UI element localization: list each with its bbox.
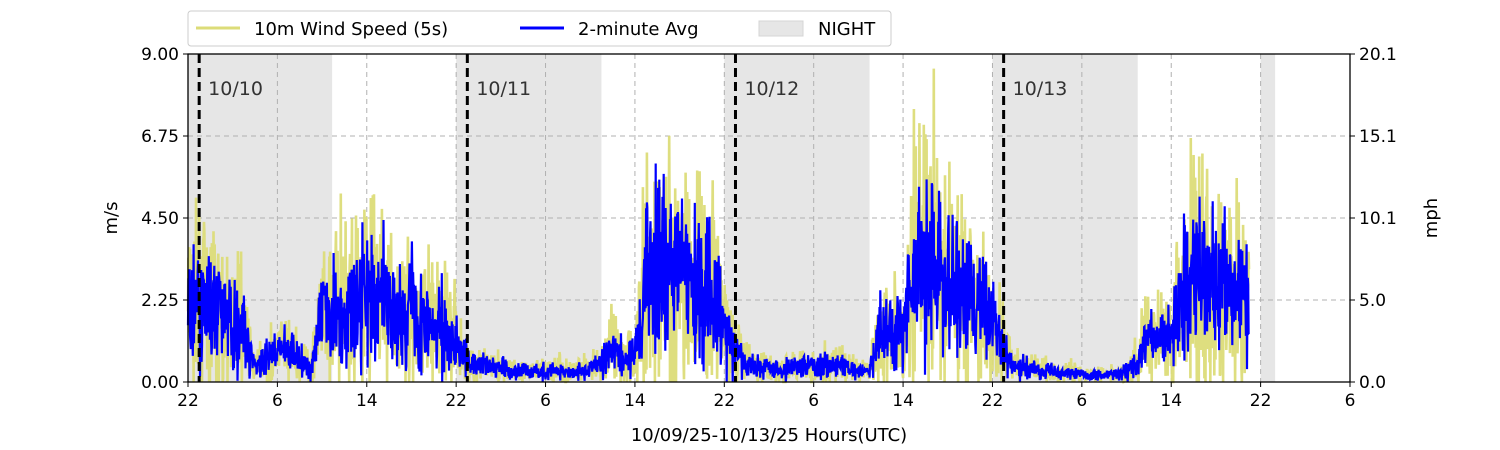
y-tick-label: 6.75 <box>141 127 179 147</box>
x-axis-label: 10/09/25-10/13/25 Hours(UTC) <box>631 425 907 446</box>
y-axis-label: m/s <box>101 202 122 235</box>
x-tick-label: 6 <box>272 391 283 411</box>
date-label: 10/10 <box>208 78 263 100</box>
x-tick-label: 22 <box>982 391 1004 411</box>
x-tick-label: 22 <box>1250 391 1272 411</box>
y-tick-label: 9.00 <box>141 45 179 65</box>
date-label: 10/12 <box>744 78 799 100</box>
y-tick-label-right: 10.1 <box>1359 209 1397 229</box>
line-2min-avg <box>186 163 1250 383</box>
x-tick-label: 6 <box>540 391 551 411</box>
y-tick-label: 2.25 <box>141 291 179 311</box>
y-tick-label-right: 5.0 <box>1359 291 1386 311</box>
axes-ticks: 22 6 14 22 6 14 22 6 14 22 6 14 22 6 0.00 0.0 2.25 5.0 4.5… <box>141 45 1397 411</box>
x-tick-label: 14 <box>1160 391 1182 411</box>
x-tick-label: 22 <box>177 391 199 411</box>
date-label: 10/13 <box>1013 78 1068 100</box>
day-markers: 10/10 10/11 10/12 10/13 <box>197 54 1068 382</box>
x-tick-label: 14 <box>624 391 646 411</box>
legend-5s-label: 10m Wind Speed (5s) <box>254 19 448 40</box>
y-tick-label-right: 0.0 <box>1359 373 1386 393</box>
x-tick-label: 22 <box>713 391 735 411</box>
legend-avg-label: 2-minute Avg <box>578 19 699 40</box>
y-tick-label-right: 15.1 <box>1359 127 1397 147</box>
x-tick-label: 6 <box>1076 391 1087 411</box>
legend-night-label: NIGHT <box>818 19 876 40</box>
x-tick-label: 22 <box>445 391 467 411</box>
y-tick-label: 0.00 <box>141 373 179 393</box>
x-tick-label: 14 <box>892 391 914 411</box>
x-tick-label: 6 <box>808 391 819 411</box>
y-tick-label: 4.50 <box>141 209 179 229</box>
date-label: 10/11 <box>476 78 531 100</box>
series-2min-avg <box>186 163 1250 383</box>
x-tick-label: 6 <box>1345 391 1356 411</box>
x-tick-label: 14 <box>356 391 378 411</box>
legend: 10m Wind Speed (5s) 2-minute Avg NIGHT <box>187 10 892 47</box>
legend-night-swatch <box>758 20 804 37</box>
y-axis-right-label: mph <box>1421 198 1442 238</box>
y-tick-label-right: 20.1 <box>1359 45 1397 65</box>
